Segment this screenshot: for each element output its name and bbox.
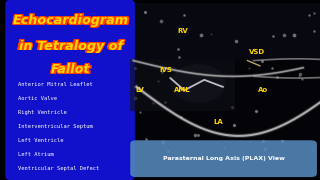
Text: AML: AML [174, 87, 191, 93]
Text: LV: LV [135, 87, 144, 93]
Text: in Tetralogy of: in Tetralogy of [17, 39, 121, 52]
Text: Fallot: Fallot [50, 63, 89, 76]
Text: Fallot: Fallot [50, 64, 89, 77]
Text: Ventricular Septal Defect: Ventricular Septal Defect [18, 166, 100, 171]
Ellipse shape [170, 64, 226, 103]
Text: RV: RV [177, 28, 188, 34]
Text: in Tetralogy of: in Tetralogy of [17, 40, 121, 53]
Text: Aortic Valve: Aortic Valve [18, 96, 57, 101]
Text: Fallot: Fallot [51, 62, 91, 75]
Text: Fallot: Fallot [53, 62, 92, 75]
Text: Echocardiogram: Echocardiogram [13, 14, 129, 27]
Bar [130, 59, 235, 111]
Text: in Tetralogy of: in Tetralogy of [20, 40, 124, 53]
Text: Echocardiogram: Echocardiogram [14, 15, 131, 28]
Text: Fallot: Fallot [53, 63, 92, 76]
Text: Echocardiogram: Echocardiogram [14, 14, 131, 27]
Text: in Tetralogy of: in Tetralogy of [20, 40, 124, 53]
Text: in Tetralogy of: in Tetralogy of [19, 39, 123, 52]
Text: Fallot: Fallot [50, 62, 89, 75]
Text: Anterior Mitral Leaflet: Anterior Mitral Leaflet [18, 82, 93, 87]
FancyBboxPatch shape [130, 140, 317, 177]
Text: Ao: Ao [258, 87, 268, 93]
Text: Fallot: Fallot [51, 63, 91, 76]
Text: Echocardiogram: Echocardiogram [11, 15, 127, 28]
Text: Echocardiogram: Echocardiogram [14, 14, 131, 26]
Text: Echocardiogram: Echocardiogram [11, 14, 127, 27]
Text: LA: LA [213, 119, 223, 125]
Bar [130, 3, 320, 59]
Text: Right Ventricle: Right Ventricle [18, 110, 67, 115]
FancyBboxPatch shape [5, 0, 135, 180]
Text: Echocardiogram: Echocardiogram [13, 14, 129, 26]
Text: Echocardiogram: Echocardiogram [11, 14, 127, 26]
Text: Fallot: Fallot [51, 64, 91, 77]
Text: Parasternal Long Axis (PLAX) View: Parasternal Long Axis (PLAX) View [163, 156, 284, 161]
Text: Fallot: Fallot [53, 64, 92, 77]
Text: in Tetralogy of: in Tetralogy of [19, 40, 123, 53]
Text: in Tetralogy of: in Tetralogy of [20, 39, 124, 52]
Bar [130, 3, 320, 178]
Text: in Tetralogy of: in Tetralogy of [17, 40, 121, 53]
Text: Interventricular Septum: Interventricular Septum [18, 124, 93, 129]
Text: VSD: VSD [249, 49, 265, 55]
Text: Echocardiogram: Echocardiogram [13, 15, 129, 28]
Text: IVS: IVS [159, 67, 172, 73]
Text: in Tetralogy of: in Tetralogy of [19, 40, 123, 53]
Text: Left Ventricle: Left Ventricle [18, 138, 64, 143]
Text: Left Atrium: Left Atrium [18, 152, 54, 157]
